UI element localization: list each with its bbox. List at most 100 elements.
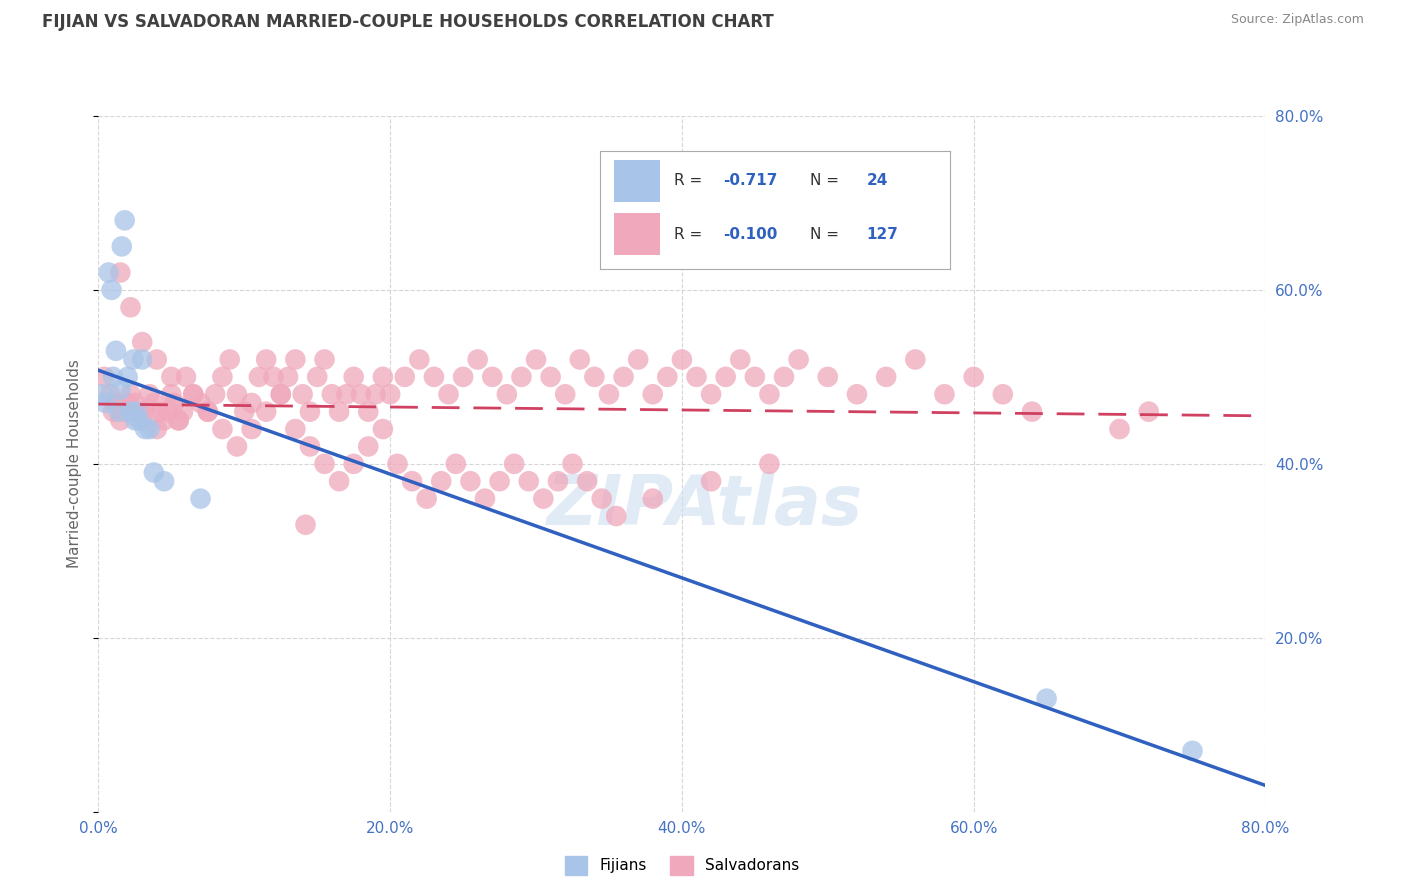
Point <box>197 404 219 418</box>
Point <box>124 396 146 410</box>
Point <box>314 352 336 367</box>
Point <box>120 404 142 418</box>
Text: N =: N = <box>810 173 844 188</box>
Point <box>934 387 956 401</box>
Point <box>364 387 387 401</box>
Point <box>98 387 121 401</box>
Point <box>773 369 796 384</box>
Text: ZIPAtlas: ZIPAtlas <box>547 472 863 539</box>
Point <box>991 387 1014 401</box>
Point <box>104 396 127 410</box>
Point <box>467 352 489 367</box>
Point <box>714 369 737 384</box>
Point <box>163 396 186 410</box>
Point <box>240 422 263 436</box>
Point <box>744 369 766 384</box>
Point <box>284 352 307 367</box>
Point <box>671 352 693 367</box>
Point <box>962 369 984 384</box>
Point <box>134 422 156 436</box>
Point <box>408 352 430 367</box>
Point <box>460 474 482 488</box>
Point <box>153 413 176 427</box>
Point <box>262 369 284 384</box>
Point <box>524 352 547 367</box>
Text: R =: R = <box>673 227 707 242</box>
Point <box>495 387 517 401</box>
Point <box>321 387 343 401</box>
Point <box>875 369 897 384</box>
Point <box>190 491 212 506</box>
Point <box>160 387 183 401</box>
Point <box>134 404 156 418</box>
Point <box>314 457 336 471</box>
Point <box>94 396 117 410</box>
Point <box>758 387 780 401</box>
Point <box>172 404 194 418</box>
Text: 127: 127 <box>866 227 898 242</box>
Point <box>240 396 263 410</box>
Point <box>142 396 165 410</box>
Point <box>270 387 292 401</box>
Point <box>451 369 474 384</box>
Point <box>335 387 357 401</box>
Point <box>350 387 373 401</box>
Point <box>138 422 160 436</box>
Point <box>128 404 150 418</box>
Point <box>270 387 292 401</box>
Point <box>167 413 190 427</box>
Point <box>444 457 467 471</box>
Point <box>174 369 197 384</box>
Point <box>247 369 270 384</box>
Point <box>371 369 394 384</box>
Point <box>218 352 240 367</box>
Point <box>181 387 204 401</box>
Point <box>576 474 599 488</box>
Point <box>343 369 366 384</box>
Text: N =: N = <box>810 227 844 242</box>
Point <box>540 369 562 384</box>
Point <box>343 457 366 471</box>
Point <box>510 369 533 384</box>
Point <box>117 369 139 384</box>
Point <box>204 387 226 401</box>
Point <box>605 508 627 523</box>
Point <box>254 404 277 418</box>
Point <box>394 369 416 384</box>
Point <box>277 369 299 384</box>
Point <box>104 343 127 358</box>
Point <box>437 387 460 401</box>
Point <box>131 352 153 367</box>
Text: Source: ZipAtlas.com: Source: ZipAtlas.com <box>1230 13 1364 27</box>
Point <box>226 439 249 453</box>
Point <box>641 387 664 401</box>
Point <box>108 404 131 418</box>
Point <box>531 491 554 506</box>
Point <box>131 334 153 349</box>
Point <box>904 352 927 367</box>
Point <box>100 283 122 297</box>
Point <box>547 474 569 488</box>
Point <box>657 369 679 384</box>
Point <box>294 517 316 532</box>
Point <box>591 491 613 506</box>
Point <box>110 383 132 397</box>
Point <box>357 439 380 453</box>
Point <box>181 387 204 401</box>
Point <box>700 474 723 488</box>
Point <box>328 474 350 488</box>
Point <box>423 369 446 384</box>
Point <box>128 413 150 427</box>
Point <box>328 404 350 418</box>
Point <box>371 422 394 436</box>
Point <box>641 491 664 506</box>
Point <box>97 266 120 280</box>
Point <box>415 491 437 506</box>
Point <box>583 369 606 384</box>
Point <box>758 457 780 471</box>
Point <box>298 439 321 453</box>
Point <box>125 404 148 418</box>
Point <box>101 404 124 418</box>
Point <box>1108 422 1130 436</box>
Point <box>149 404 172 418</box>
